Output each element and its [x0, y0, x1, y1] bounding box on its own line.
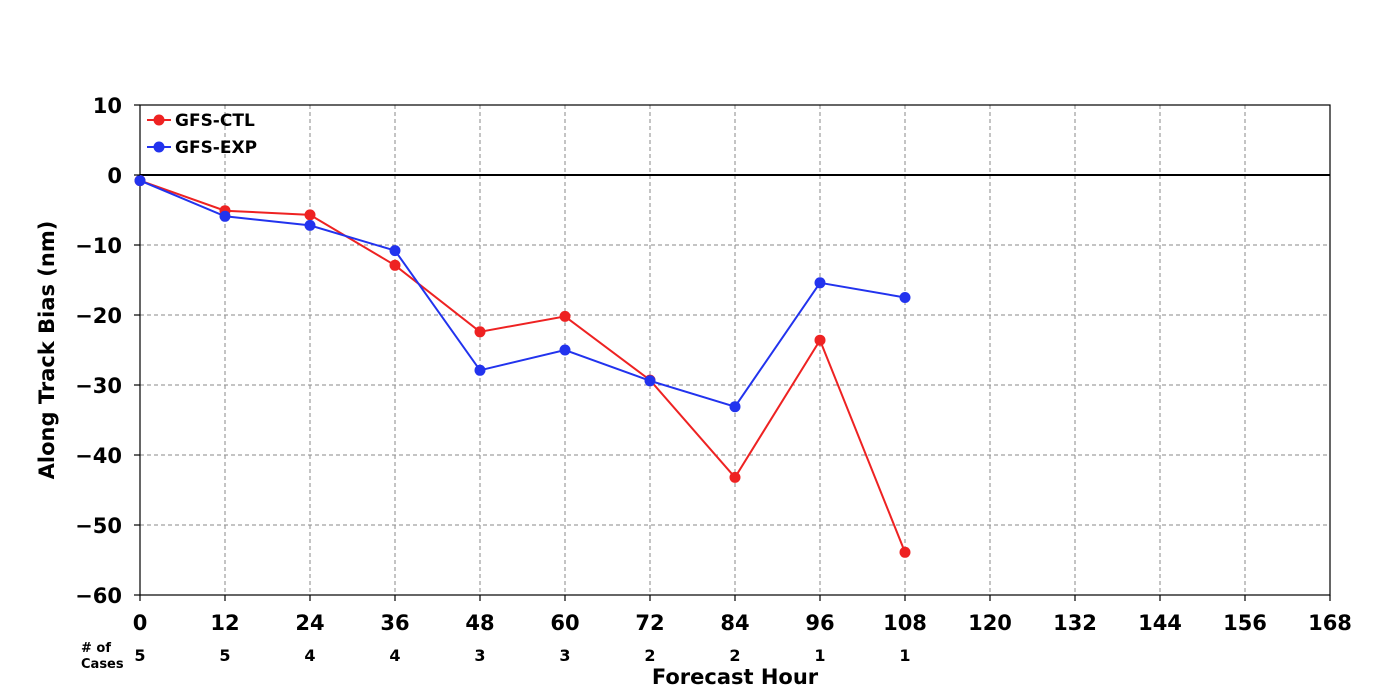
legend-item: GFS-EXP: [147, 138, 257, 158]
x-tick-label: 48: [465, 611, 494, 635]
data-point: [389, 259, 401, 271]
data-point: [559, 310, 571, 322]
data-point: [474, 326, 486, 338]
y-tick-labels: 10 0 −10 −20 −30 −40 −50 −60: [75, 94, 140, 608]
y-tick-label: −60: [75, 584, 122, 608]
x-tick-label: 156: [1223, 611, 1267, 635]
x-tick-label: 60: [550, 611, 579, 635]
data-point: [389, 245, 401, 257]
data-point: [729, 471, 741, 483]
cases-label-line2: Cases: [81, 657, 124, 672]
x-tick-label: 24: [295, 611, 324, 635]
data-point: [559, 344, 571, 356]
y-tick-label: −40: [75, 444, 122, 468]
y-tick-label: −30: [75, 374, 122, 398]
x-tick-label: 96: [805, 611, 834, 635]
cases-count: 5: [219, 646, 230, 665]
data-point: [814, 277, 826, 289]
legend-item: GFS-CTL: [147, 111, 255, 131]
legend-label: GFS-EXP: [175, 138, 257, 158]
x-tick-label: 168: [1308, 611, 1352, 635]
x-tick-label: 144: [1138, 611, 1182, 635]
y-tick-label: −20: [75, 304, 122, 328]
data-point: [899, 546, 911, 558]
grid: [140, 105, 1330, 595]
cases-count: 4: [304, 646, 315, 665]
data-point: [219, 210, 231, 222]
data-point: [814, 334, 826, 346]
series-gfs-ctl: [134, 175, 911, 558]
legend: GFS-CTL GFS-EXP: [147, 111, 257, 158]
x-tick-label: 120: [968, 611, 1012, 635]
data-point: [474, 364, 486, 376]
y-tick-label: −50: [75, 514, 122, 538]
cases-count: 2: [729, 646, 740, 665]
x-tick-label: 72: [635, 611, 664, 635]
y-tick-label: 0: [107, 164, 122, 188]
y-axis-title: Along Track Bias (nm): [35, 221, 59, 480]
legend-swatch-marker: [153, 114, 165, 126]
series-gfs-exp: [134, 175, 911, 413]
cases-label-line1: # of: [81, 641, 111, 656]
x-tick-label: 84: [720, 611, 749, 635]
x-axis-title: Forecast Hour: [652, 665, 819, 689]
legend-label: GFS-CTL: [175, 111, 255, 131]
data-point: [134, 175, 146, 187]
series-line: [139, 179, 906, 553]
cases-count: 3: [474, 646, 485, 665]
data-point: [304, 219, 316, 231]
y-tick-label: 10: [93, 94, 122, 118]
x-tick-labels: 0 12 24 36 48 60 72 84 96 108 120 132 144 156 168: [133, 595, 1352, 635]
cases-count: 1: [899, 646, 910, 665]
x-tick-label: 0: [133, 611, 148, 635]
cases-count: 3: [559, 646, 570, 665]
data-point: [729, 401, 741, 413]
cases-count: 4: [389, 646, 400, 665]
data-point: [644, 375, 656, 387]
series-layer: [134, 175, 911, 558]
cases-count: 5: [134, 646, 145, 665]
x-tick-label: 36: [380, 611, 409, 635]
data-point: [304, 209, 316, 221]
legend-swatch-marker: [153, 141, 165, 153]
cases-row: 5 5 4 4 3 3 2 2 1 1: [134, 646, 910, 665]
y-tick-label: −10: [75, 234, 122, 258]
x-tick-label: 132: [1053, 611, 1097, 635]
x-tick-label: 12: [210, 611, 239, 635]
cases-count: 1: [814, 646, 825, 665]
data-point: [899, 292, 911, 303]
series-line: [139, 179, 906, 408]
cases-count: 2: [644, 646, 655, 665]
x-tick-label: 108: [883, 611, 927, 635]
